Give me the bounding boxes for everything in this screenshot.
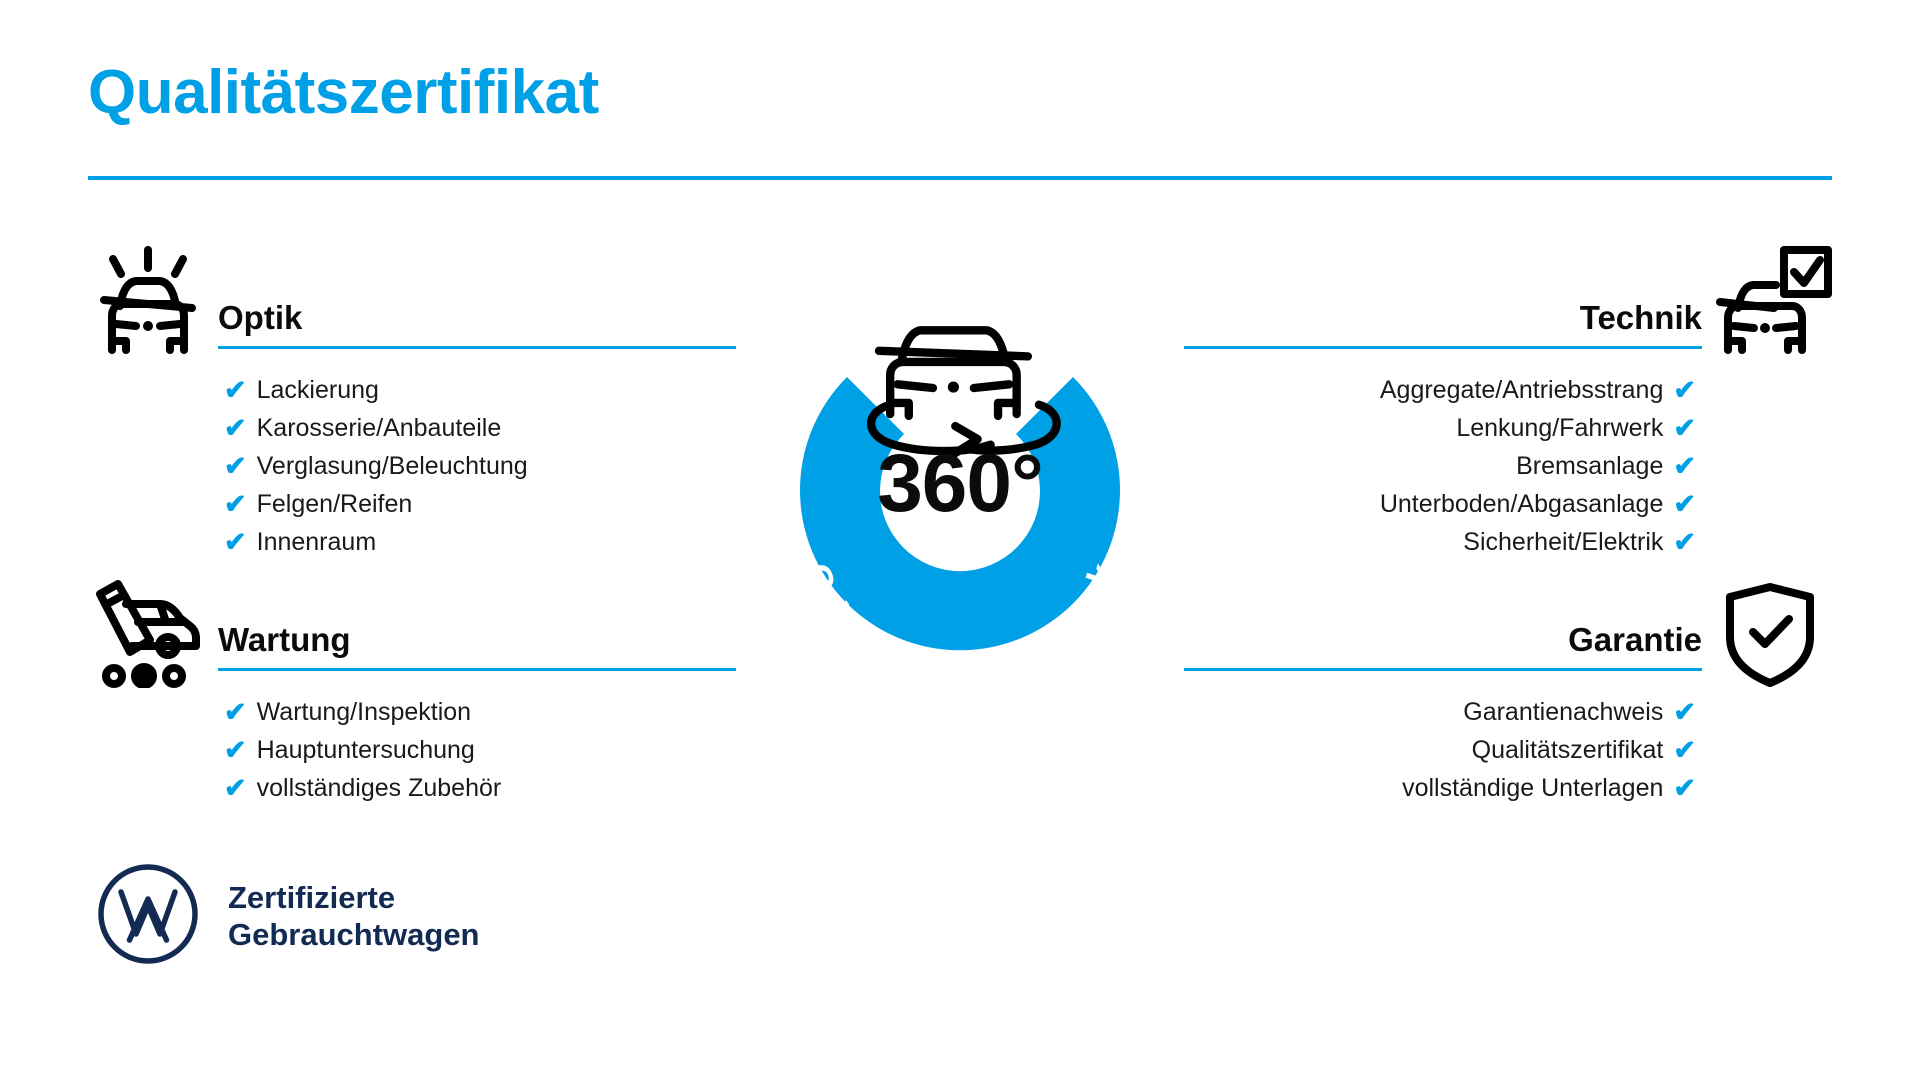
list-item-label: Sicherheit/Elektrik [1463,528,1664,556]
section-wartung-header: Wartung [218,608,736,660]
check-icon: ✔ [1673,450,1696,481]
badge-value: 360° [877,438,1044,529]
list-item-label: Wartung/Inspektion [256,698,472,726]
section-optik-title: Optik [218,299,303,336]
list-item-label: Verglasung/Beleuchtung [256,452,528,480]
section-technik-header: Technik [1184,286,1702,338]
check-icon: ✔ [224,488,247,519]
section-garantie-header: Garantie [1184,608,1702,660]
section-technik-list: Aggregate/Antriebsstrang ✔ Lenkung/Fahrwe… [1184,371,1702,561]
vw-logo-icon [96,862,200,971]
footer-brand-label: Zertifizierte Gebrauchtwagen [228,880,480,953]
check-icon: ✔ [1673,696,1696,727]
check-icon: ✔ [224,412,247,443]
list-item-label: Lenkung/Fahrwerk [1456,414,1664,442]
list-item-label: vollständige Unterlagen [1402,774,1664,802]
list-item-label: Aggregate/Antriebsstrang [1379,376,1664,404]
section-optik-divider [218,346,736,349]
list-item: ✔ Wartung/Inspektion [218,693,736,731]
section-technik-divider [1184,346,1702,349]
list-item-label: Innenraum [256,528,377,556]
list-item: Bremsanlage ✔ [1184,447,1702,485]
car-pencil-service-icon [88,578,208,693]
check-icon: ✔ [224,696,247,727]
section-garantie: Garantie Garantienachweis ✔ Qualitätszert… [1184,608,1702,823]
footer-line-2: Gebrauchtwagen [228,916,480,952]
list-item: Qualitätszertifikat ✔ [1184,731,1702,769]
section-technik: Technik Aggregate/Antriebsstrang ✔ Lenkun… [1184,286,1702,577]
check-icon: ✔ [1673,488,1696,519]
footer-line-1: Zertifizierte [228,879,396,915]
section-wartung-divider [218,668,736,671]
list-item-label: Unterboden/Abgasanlage [1379,490,1664,518]
check-icon: ✔ [224,734,247,765]
list-item-label: Garantienachweis [1463,698,1664,726]
check-icon: ✔ [1673,734,1696,765]
list-item-label: Karosserie/Anbauteile [256,414,502,442]
shield-check-icon [1720,582,1820,693]
section-optik-list: ✔ Lackierung ✔ Karosserie/Anbauteile ✔ Verg… [218,371,736,561]
list-item: ✔ Lackierung [218,371,736,409]
list-item: ✔ Innenraum [218,523,736,561]
section-wartung: Wartung ✔ Wartung/Inspektion ✔ Hauptunters… [218,608,736,823]
section-garantie-list: Garantienachweis ✔ Qualitätszertifikat ✔ v… [1184,693,1702,807]
section-optik-header: Optik [218,286,736,338]
list-item-label: Hauptuntersuchung [256,736,475,764]
list-item-label: Bremsanlage [1516,452,1664,480]
section-garantie-divider [1184,668,1702,671]
section-garantie-title: Garantie [1568,621,1702,658]
list-item-label: Lackierung [256,376,379,404]
list-item: ✔ Karosserie/Anbauteile [218,409,736,447]
check-icon: ✔ [224,526,247,557]
check-icon: ✔ [1673,772,1696,803]
list-item: Unterboden/Abgasanlage ✔ [1184,485,1702,523]
section-wartung-title: Wartung [218,621,351,658]
check-icon: ✔ [224,450,247,481]
list-item: Aggregate/Antriebsstrang ✔ [1184,371,1702,409]
footer-brand: Zertifizierte Gebrauchtwagen [96,862,480,971]
list-item: vollständige Unterlagen ✔ [1184,769,1702,807]
check-icon: ✔ [1673,374,1696,405]
list-item: Sicherheit/Elektrik ✔ [1184,523,1702,561]
section-optik: Optik ✔ Lackierung ✔ Karosserie/Anbauteile… [218,286,736,577]
list-item: ✔ Felgen/Reifen [218,485,736,523]
list-item: Lenkung/Fahrwerk ✔ [1184,409,1702,447]
car-checkbox-icon [1712,246,1832,361]
page-title: Qualitätszertifikat [88,58,599,127]
section-wartung-list: ✔ Wartung/Inspektion ✔ Hauptuntersuchung ✔… [218,693,736,807]
check-icon: ✔ [1673,526,1696,557]
list-item-label: Felgen/Reifen [256,490,413,518]
check-icon: ✔ [224,772,247,803]
car-front-shine-icon [88,246,208,361]
list-item: Garantienachweis ✔ [1184,693,1702,731]
check-icon: ✔ [1673,412,1696,443]
header-divider [88,176,1832,180]
section-technik-title: Technik [1579,299,1702,336]
check-icon: ✔ [224,374,247,405]
list-item: ✔ Hauptuntersuchung [218,731,736,769]
list-item-label: Qualitätszertifikat [1471,736,1664,764]
list-item: ✔ vollständiges Zubehör [218,769,736,807]
badge-360-check: Gebrauchtwagen-Check 360° [735,265,1185,715]
list-item-label: vollständiges Zubehör [256,774,502,802]
list-item: ✔ Verglasung/Beleuchtung [218,447,736,485]
